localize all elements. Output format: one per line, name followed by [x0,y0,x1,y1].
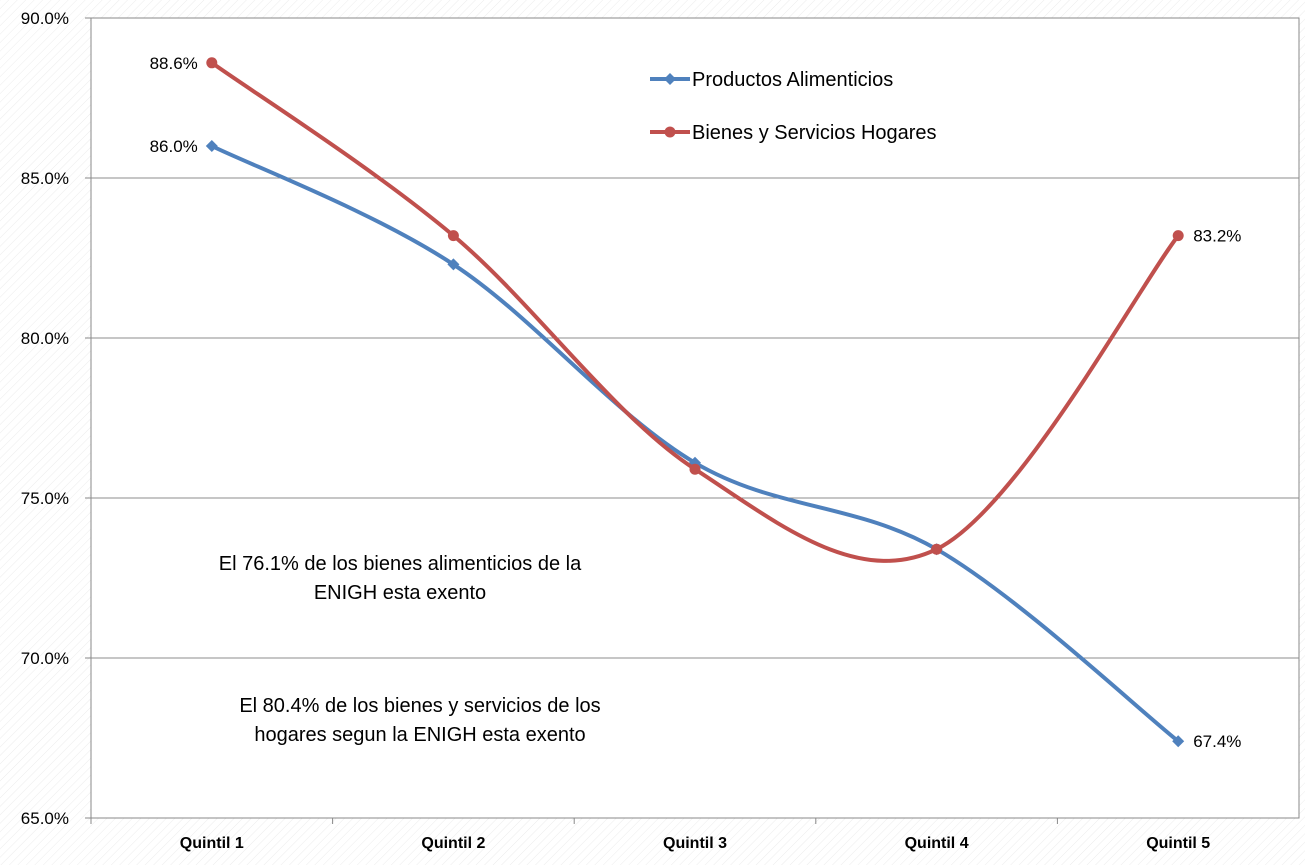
legend: Productos Alimenticios Bienes y Servicios… [650,69,937,144]
annotation-line: El 76.1% de los bienes alimenticios de l… [219,553,582,575]
data-point [206,57,218,69]
annotations: El 76.1% de los bienes alimenticios de l… [219,553,601,746]
x-tick-label: Quintil 2 [421,835,485,852]
legend-label: Productos Alimenticios [692,69,893,91]
y-tick-label: 80.0% [21,329,69,348]
gridlines [91,177,1299,659]
plot-area [90,17,1300,819]
data-labels: 86.0% 67.4% 88.6% 83.2% [150,54,1242,751]
data-point [689,463,701,475]
data-label: 83.2% [1193,227,1241,246]
y-tick-label: 65.0% [21,809,69,828]
y-axis: 65.0% 70.0% 75.0% 80.0% 85.0% 90.0% [21,9,91,828]
x-tick-label: Quintil 5 [1146,835,1210,852]
data-point [1172,735,1185,748]
annotation-line: hogares segun la ENIGH esta exento [254,724,585,746]
data-label: 86.0% [150,137,198,156]
data-point [447,258,460,271]
y-tick-label: 85.0% [21,169,69,188]
y-tick-label: 70.0% [21,649,69,668]
data-point [447,230,459,242]
x-axis: Quintil 1 Quintil 2 Quintil 3 Quintil 4 Quin… [90,818,1210,852]
data-label: 88.6% [150,54,198,73]
annotation-text: El 76.1% de los bienes alimenticios de l… [219,553,582,604]
legend-marker [664,73,676,85]
data-label: 67.4% [1193,732,1241,751]
data-point [205,140,218,152]
y-tick-label: 90.0% [21,9,69,28]
x-tick-label: Quintil 1 [180,835,244,852]
data-point [931,543,943,555]
data-point [1172,230,1184,242]
legend-label: Bienes y Servicios Hogares [692,122,937,144]
annotation-line: El 80.4% de los bienes y servicios de lo… [239,695,600,717]
x-tick-label: Quintil 3 [663,835,727,852]
series-group [205,57,1185,748]
y-tick-label: 75.0% [21,489,69,508]
x-tick-label: Quintil 4 [905,835,969,852]
legend-marker [664,126,676,138]
annotation-text: El 80.4% de los bienes y servicios de lo… [239,695,600,746]
annotation-line: ENIGH esta exento [314,582,486,604]
